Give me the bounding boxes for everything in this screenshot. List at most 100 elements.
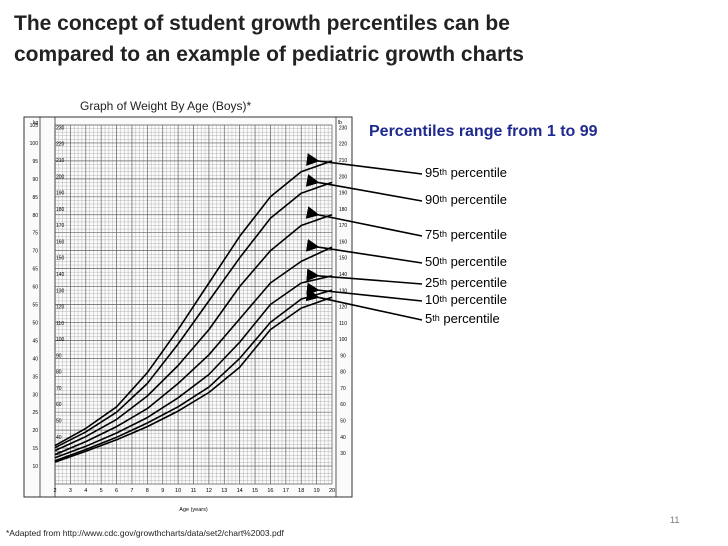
percentile-range-note: Percentiles range from 1 to 99 [369,123,598,140]
percentile-suffix: th [439,194,447,204]
percentile-curves [54,160,333,463]
lb-tick-label: 190 [339,191,348,197]
x-tick-label: 2 [53,488,56,494]
lb-tick-label: 100 [339,337,348,343]
lb-tick-label-inner: 210 [56,158,65,164]
chart-caption: Graph of Weight By Age (Boys)* [80,99,252,113]
percentile-arrow-75 [305,206,423,237]
percentile-label-50: 50th percentile [425,255,507,269]
percentile-curve-10 [54,289,333,462]
lb-tick-label-inner: 220 [56,142,65,148]
chart-grid [54,124,333,485]
lb-tick-label-inner: 180 [56,207,65,213]
percentile-number: 90 [425,192,440,207]
source-footnote: *Adapted from http://www.cdc.gov/growthc… [6,528,284,538]
percentile-number: 5 [425,311,433,326]
percentile-curve-25 [54,275,333,459]
x-axis-label: Age (years) [179,507,208,513]
percentile-label-25: 25th percentile [425,276,507,290]
lb-tick-label: 70 [340,386,346,392]
lb-tick-label: 120 [339,305,348,311]
kg-tick-label: 25 [32,410,38,416]
percentile-word: percentile [439,311,500,326]
lb-tick-label-inner: 30 [56,451,62,457]
kg-tick-label: 65 [32,267,38,273]
x-tick-label: 11 [191,488,197,494]
lb-tick-label-inner: 150 [56,256,65,262]
x-tick-label: 18 [298,488,304,494]
lb-tick-label: 30 [340,451,346,457]
percentile-number: 10 [425,292,440,307]
lb-tick-label: 170 [339,223,348,229]
percentile-suffix: th [439,294,447,304]
percentile-word: percentile [446,227,507,242]
kg-tick-label: 30 [32,392,38,398]
lb-tick-label-inner: 100 [56,337,65,343]
lb-tick-label-inner: 230 [56,125,65,131]
kg-tick-label: 35 [32,374,38,380]
x-tick-label: 14 [237,488,243,494]
percentile-arrow-90 [305,174,423,202]
lb-tick-label-inner: 50 [56,419,62,425]
kg-tick-label: 85 [32,195,38,201]
right-unit-label: lb [338,120,342,126]
percentile-word: percentile [446,254,507,269]
percentile-word: percentile [446,292,507,307]
x-tick-label: 3 [69,488,72,494]
kg-tick-label: 15 [32,446,38,452]
lb-tick-label-inner: 160 [56,239,65,245]
x-tick-label: 5 [100,488,103,494]
kg-tick-label: 60 [32,285,38,291]
lb-tick-label: 160 [339,239,348,245]
lb-tick-label: 90 [340,353,346,359]
percentile-curve-90 [54,181,333,449]
percentile-number: 95 [425,165,440,180]
percentile-word: percentile [446,192,507,207]
percentile-curve-5 [54,296,333,463]
kg-tick-label: 55 [32,303,38,309]
page-number: 11 [670,515,680,525]
lb-tick-label-inner: 80 [56,370,62,376]
kg-tick-label: 95 [32,159,38,165]
x-tick-label: 13 [221,488,227,494]
kg-tick-label: 105 [30,123,39,129]
lb-tick-label-inner: 190 [56,191,65,197]
lb-tick-label: 210 [339,158,348,164]
percentile-label-75: 75th percentile [425,228,507,242]
x-tick-label: 10 [175,488,181,494]
percentile-arrow-95 [306,153,423,175]
percentile-label-10: 10th percentile [425,293,507,307]
lb-tick-label: 80 [340,370,346,376]
x-tick-label: 16 [267,488,273,494]
kg-tick-label: 50 [32,320,38,326]
kg-tick-label: 70 [32,249,38,255]
kg-tick-label: 100 [30,141,39,147]
percentile-label-5: 5th percentile [425,312,500,326]
percentile-number: 50 [425,254,440,269]
x-tick-label: 8 [146,488,149,494]
percentile-suffix: th [439,256,447,266]
percentile-suffix: th [439,167,447,177]
x-tick-label: 7 [130,488,133,494]
lb-tick-label: 180 [339,207,348,213]
x-tick-label: 4 [84,488,87,494]
lb-tick-label: 110 [339,321,347,327]
lb-tick-label: 220 [339,142,348,148]
percentile-word: percentile [446,165,507,180]
x-tick-label: 6 [115,488,118,494]
x-tick-label: 12 [206,488,212,494]
lb-tick-label-inner: 70 [56,386,62,392]
lb-tick-label: 230 [339,125,348,131]
lb-tick-label-inner: 140 [56,272,65,278]
percentile-curve-95 [54,160,333,447]
percentile-arrow-50 [305,239,423,264]
percentile-curve-50 [54,246,333,456]
lb-tick-label: 140 [339,272,348,278]
left-unit-label: kg [33,120,39,126]
kg-tick-label: 20 [32,428,38,434]
kg-tick-label: 75 [32,231,38,237]
percentile-number: 75 [425,227,440,242]
percentile-suffix: th [439,277,447,287]
kg-tick-label: 45 [32,338,38,344]
